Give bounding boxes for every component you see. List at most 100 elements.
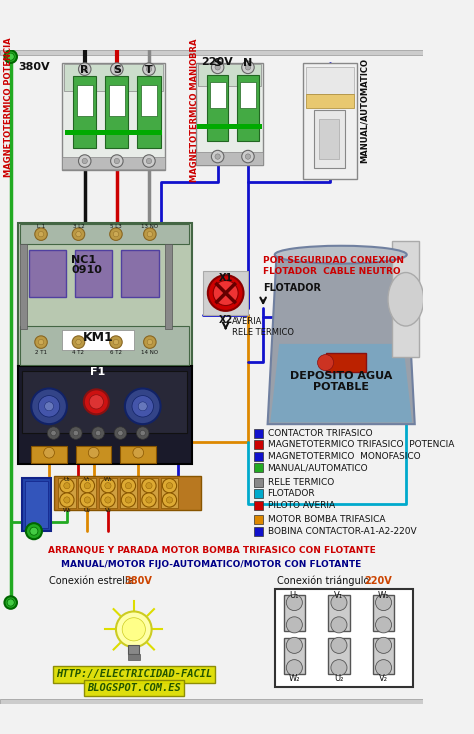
Circle shape — [146, 497, 152, 503]
Circle shape — [213, 280, 238, 305]
Bar — [63, 63, 165, 170]
Circle shape — [286, 637, 302, 653]
Circle shape — [73, 430, 79, 436]
Text: V₂: V₂ — [379, 674, 388, 683]
Circle shape — [245, 65, 251, 70]
Bar — [119, 478, 137, 508]
Circle shape — [142, 479, 156, 493]
Bar — [73, 76, 96, 148]
Text: RELE TERMICO: RELE TERMICO — [268, 478, 334, 487]
Circle shape — [162, 493, 177, 507]
Bar — [105, 76, 128, 148]
Bar — [283, 595, 305, 631]
Bar — [254, 463, 263, 472]
Bar — [254, 501, 263, 510]
Circle shape — [113, 339, 118, 345]
Circle shape — [88, 447, 99, 458]
Bar — [314, 110, 345, 168]
Circle shape — [47, 427, 60, 440]
Text: T: T — [145, 65, 153, 75]
Circle shape — [137, 427, 149, 440]
Circle shape — [242, 61, 254, 73]
Text: MANUAL/AUTOMATICO: MANUAL/AUTOMATICO — [268, 463, 368, 473]
Circle shape — [101, 479, 115, 493]
Circle shape — [375, 637, 392, 653]
Circle shape — [105, 482, 111, 489]
Circle shape — [142, 493, 156, 507]
Text: W₁: W₁ — [104, 477, 112, 482]
Text: 13 NO: 13 NO — [141, 225, 158, 229]
Circle shape — [114, 67, 119, 72]
Ellipse shape — [275, 246, 407, 264]
Text: X2: X2 — [219, 316, 233, 325]
Circle shape — [133, 447, 144, 458]
Circle shape — [116, 611, 152, 647]
Circle shape — [31, 388, 67, 424]
Text: V₁: V₁ — [334, 591, 344, 600]
Bar — [373, 595, 394, 631]
Text: U₂: U₂ — [334, 674, 344, 683]
Circle shape — [95, 430, 101, 436]
Circle shape — [140, 430, 146, 436]
Bar — [77, 85, 93, 117]
Circle shape — [7, 599, 14, 606]
Circle shape — [143, 63, 155, 76]
Bar — [283, 639, 305, 674]
Text: 380V: 380V — [125, 575, 153, 586]
Bar — [198, 64, 261, 86]
Circle shape — [122, 618, 146, 641]
Text: U₁: U₁ — [290, 591, 299, 600]
Bar — [31, 446, 67, 462]
Bar — [18, 223, 192, 366]
Polygon shape — [268, 255, 415, 424]
Circle shape — [211, 61, 224, 73]
Circle shape — [80, 493, 94, 507]
Circle shape — [286, 617, 302, 633]
Text: W₂: W₂ — [289, 674, 300, 683]
Text: KM1: KM1 — [83, 331, 113, 344]
Text: BLOGSPOT.COM.ES: BLOGSPOT.COM.ES — [87, 683, 181, 693]
Bar — [141, 85, 157, 117]
Text: ARRANQUE Y PARADA MOTOR BOMBA TRIFASICO CON FLOTANTE: ARRANQUE Y PARADA MOTOR BOMBA TRIFASICO … — [47, 546, 375, 556]
Bar — [0, 49, 423, 55]
Circle shape — [51, 430, 56, 436]
Bar — [328, 595, 350, 631]
Circle shape — [38, 231, 44, 237]
Bar — [54, 476, 201, 510]
Circle shape — [147, 339, 153, 345]
Text: U₂: U₂ — [84, 508, 91, 513]
Text: MAGNETOTERMICO POTENCIA: MAGNETOTERMICO POTENCIA — [4, 37, 13, 178]
Text: R: R — [81, 65, 89, 75]
Circle shape — [132, 396, 154, 417]
Circle shape — [72, 336, 85, 349]
Bar — [161, 478, 178, 508]
Circle shape — [215, 154, 220, 159]
Circle shape — [143, 155, 155, 167]
Circle shape — [138, 401, 147, 411]
Text: MAGNETOTERMICO  MONOFASICO: MAGNETOTERMICO MONOFASICO — [268, 451, 420, 461]
Circle shape — [125, 482, 132, 489]
Circle shape — [45, 401, 54, 411]
Bar — [303, 63, 357, 179]
Circle shape — [286, 595, 302, 611]
Circle shape — [84, 389, 109, 415]
Text: BOBINA CONTACTOR-A1-A2-220V: BOBINA CONTACTOR-A1-A2-220V — [268, 527, 416, 536]
Text: W₂: W₂ — [63, 508, 71, 513]
Bar — [109, 85, 125, 117]
Bar — [121, 250, 159, 297]
Circle shape — [245, 154, 251, 159]
Circle shape — [80, 479, 94, 493]
Circle shape — [79, 63, 91, 76]
Text: W₁: W₁ — [378, 591, 389, 600]
Text: MANUAL/AUTOMATICO: MANUAL/AUTOMATICO — [359, 58, 368, 163]
Circle shape — [26, 523, 42, 539]
Circle shape — [76, 339, 81, 345]
Circle shape — [375, 617, 392, 633]
Circle shape — [82, 67, 87, 72]
Bar — [19, 326, 189, 366]
Bar — [210, 81, 226, 109]
Circle shape — [114, 159, 119, 164]
Circle shape — [35, 228, 47, 241]
Bar — [18, 366, 192, 465]
Text: MAGNETOTERMICO TRIFASICO  POTENCIA: MAGNETOTERMICO TRIFASICO POTENCIA — [268, 440, 454, 449]
